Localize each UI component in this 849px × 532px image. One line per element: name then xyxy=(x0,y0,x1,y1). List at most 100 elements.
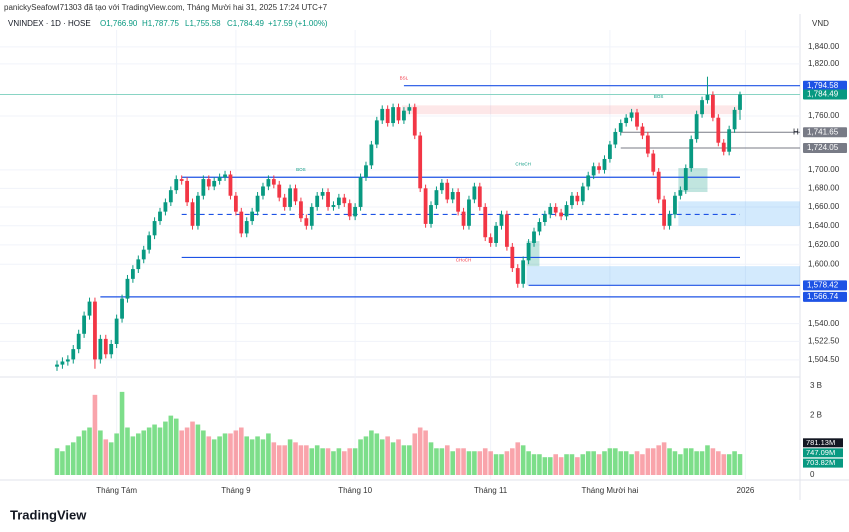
volume-tag xyxy=(803,458,843,468)
volume-tag xyxy=(803,448,843,458)
candle-body xyxy=(315,195,320,207)
candle-body xyxy=(586,175,591,187)
candle xyxy=(467,195,471,230)
candle xyxy=(185,177,189,207)
candle-body xyxy=(152,221,157,236)
volume-bar xyxy=(607,448,613,475)
candle-body xyxy=(510,246,515,269)
candle-body xyxy=(710,94,715,118)
candle-body xyxy=(526,242,531,261)
volume-bar xyxy=(477,451,483,475)
candle-body xyxy=(320,192,325,196)
candle xyxy=(537,218,542,236)
candle-body xyxy=(721,142,726,152)
candle-body xyxy=(196,195,200,226)
candle-body xyxy=(472,186,477,200)
candle-body xyxy=(716,117,721,143)
volume-bar xyxy=(320,448,325,475)
price-tag-label: 1,794.58 xyxy=(807,81,839,90)
x-tick-label: 2026 xyxy=(737,486,755,495)
candle xyxy=(429,201,433,228)
candle-body xyxy=(141,249,146,260)
y-tick-label: 1,600.00 xyxy=(808,259,840,268)
volume-bar xyxy=(401,445,407,475)
candle xyxy=(309,203,314,230)
candle-body xyxy=(223,174,227,178)
volume-bar xyxy=(184,427,190,475)
candle-body xyxy=(55,364,59,367)
candle-body xyxy=(282,197,287,207)
candle xyxy=(125,274,130,303)
volume-bar xyxy=(266,433,271,475)
annotation: BSL xyxy=(400,76,409,81)
price-tag-marker: H xyxy=(793,127,799,136)
candle xyxy=(250,207,255,225)
candle-body xyxy=(326,192,330,207)
volume-bar xyxy=(613,448,618,475)
candle xyxy=(358,173,363,211)
candle-body xyxy=(158,211,162,222)
volume-bar xyxy=(434,448,439,475)
candle-body xyxy=(683,168,688,191)
candle-body xyxy=(277,184,282,198)
candle-body xyxy=(732,109,737,130)
volume-bar xyxy=(206,436,212,475)
candle-body xyxy=(255,195,260,212)
candle xyxy=(120,294,124,323)
candle-body xyxy=(212,180,217,187)
candle xyxy=(618,119,623,136)
volume-bar xyxy=(114,433,119,475)
price-tag xyxy=(803,127,847,138)
ohlc-change: +17.59 (+1.00%) xyxy=(268,19,328,28)
candle-body xyxy=(309,206,314,226)
candle xyxy=(293,184,298,206)
volume-bar xyxy=(634,451,640,475)
candle xyxy=(515,264,520,288)
volume-bar xyxy=(661,442,667,475)
y-tick-label: 1,620.00 xyxy=(808,240,840,249)
candle xyxy=(716,114,721,147)
candle-body xyxy=(364,165,368,178)
symbol: VNINDEX · 1D · HOSE xyxy=(8,19,91,28)
candle xyxy=(586,171,591,191)
candle-body xyxy=(608,144,612,159)
ohlc-low: L1,755.58 xyxy=(185,19,221,28)
volume-bar xyxy=(271,442,277,475)
candle xyxy=(450,188,455,204)
candle-body xyxy=(244,221,249,234)
candle-body xyxy=(380,108,385,121)
candle xyxy=(651,149,656,176)
price-tag-label: 1,578.42 xyxy=(807,280,839,289)
volume-bar xyxy=(325,448,331,475)
volume-bar xyxy=(217,436,222,475)
candle xyxy=(738,91,742,120)
candle xyxy=(575,192,580,206)
volume-bar xyxy=(347,448,353,475)
volume-bar xyxy=(369,430,374,475)
candle xyxy=(380,105,385,124)
volume-bar xyxy=(76,436,81,475)
volume-bar xyxy=(596,454,602,475)
volume-bar xyxy=(444,445,450,475)
candle xyxy=(439,179,444,194)
candle xyxy=(553,203,558,217)
candle xyxy=(71,345,76,364)
price-tag-label: 1,724.05 xyxy=(807,143,839,152)
volume-bar xyxy=(737,454,743,475)
volume-bar xyxy=(537,454,542,475)
candle-body xyxy=(445,182,450,200)
candle xyxy=(374,116,379,149)
volume-bar xyxy=(201,430,206,475)
candle xyxy=(369,140,374,169)
price-tag-label: 1,566.74 xyxy=(807,292,839,301)
volume-bar xyxy=(472,451,477,475)
candle xyxy=(320,188,325,200)
candle xyxy=(526,239,531,265)
candle-body xyxy=(542,214,547,223)
y-tick-label: 1,522.50 xyxy=(808,337,840,346)
candle-body xyxy=(261,186,265,196)
candle xyxy=(667,210,672,230)
candle xyxy=(228,170,233,200)
candle-body xyxy=(694,114,699,140)
candle xyxy=(331,201,336,211)
